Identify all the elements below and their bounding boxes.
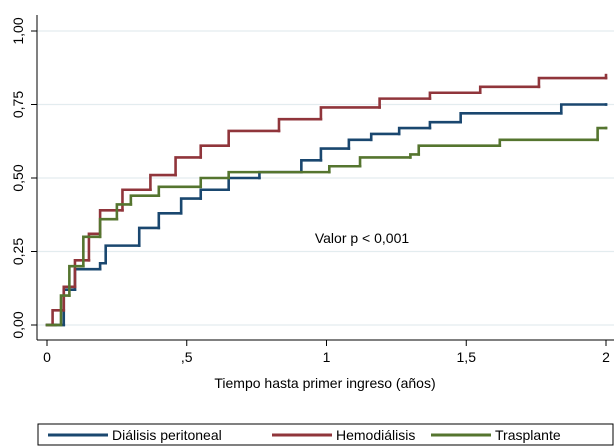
step-segment [327, 164, 362, 174]
step-segment [498, 138, 599, 147]
step-segment [409, 153, 421, 159]
step-segment [129, 194, 161, 206]
step-segment [347, 138, 373, 150]
step-segment [459, 112, 563, 124]
step-segment [115, 203, 133, 221]
step-segment [300, 159, 323, 174]
step-segment [417, 144, 502, 156]
annotation: Valor p < 0,001 [315, 230, 410, 246]
x-tick-label: 0 [43, 349, 51, 365]
step-segment [87, 232, 102, 262]
step-segment [98, 217, 119, 239]
x-tick-label: 2 [602, 349, 610, 365]
step-segment [149, 173, 177, 192]
step-segment [59, 294, 71, 327]
step-segment [358, 156, 412, 168]
step-segment [319, 106, 381, 121]
x-tick-label: 1 [323, 349, 331, 365]
y-tick-label: 0,75 [10, 91, 26, 118]
step-segment [199, 144, 230, 159]
step-segment [559, 103, 608, 115]
step-segment [104, 244, 141, 265]
step-segment [62, 285, 77, 312]
legend-label: Trasplante [495, 427, 561, 443]
x-axis-title: Tiempo hasta primer ingreso (años) [214, 375, 435, 391]
step-segment [596, 126, 608, 142]
step-segment [428, 91, 482, 100]
step-segment [98, 209, 124, 236]
step-segment [227, 129, 281, 147]
x-tick-label: ,5 [181, 349, 193, 365]
step-segment [98, 261, 107, 271]
step-segment [137, 226, 161, 247]
step-segment [319, 147, 351, 162]
step-segment [227, 170, 331, 180]
step-segment [73, 267, 102, 292]
step-segment [73, 259, 91, 289]
step-segment [68, 264, 85, 297]
step-segment [428, 120, 462, 130]
step-segment [179, 197, 203, 215]
x-tick-label: 1,5 [457, 349, 477, 365]
step-segment [174, 156, 203, 177]
step-segment [378, 97, 432, 109]
step-segment [157, 211, 183, 230]
step-segment [157, 185, 203, 197]
step-segment [227, 176, 261, 192]
y-tick-label: 0,25 [10, 238, 26, 265]
step-segment [369, 132, 401, 142]
y-tick-label: 0,00 [10, 311, 26, 338]
step-segment [199, 188, 230, 200]
step-segment [199, 176, 230, 189]
y-tick-label: 0,50 [10, 164, 26, 191]
step-segment [121, 188, 152, 212]
step-segment [277, 117, 323, 133]
step-segment [478, 85, 541, 95]
step-segment [537, 76, 608, 89]
legend-label: Diálisis peritoneal [112, 427, 222, 443]
step-segment [397, 126, 432, 136]
y-tick-label: 1,00 [10, 17, 26, 44]
legend-label: Hemodiálisis [336, 427, 415, 443]
step-segment [82, 235, 102, 268]
